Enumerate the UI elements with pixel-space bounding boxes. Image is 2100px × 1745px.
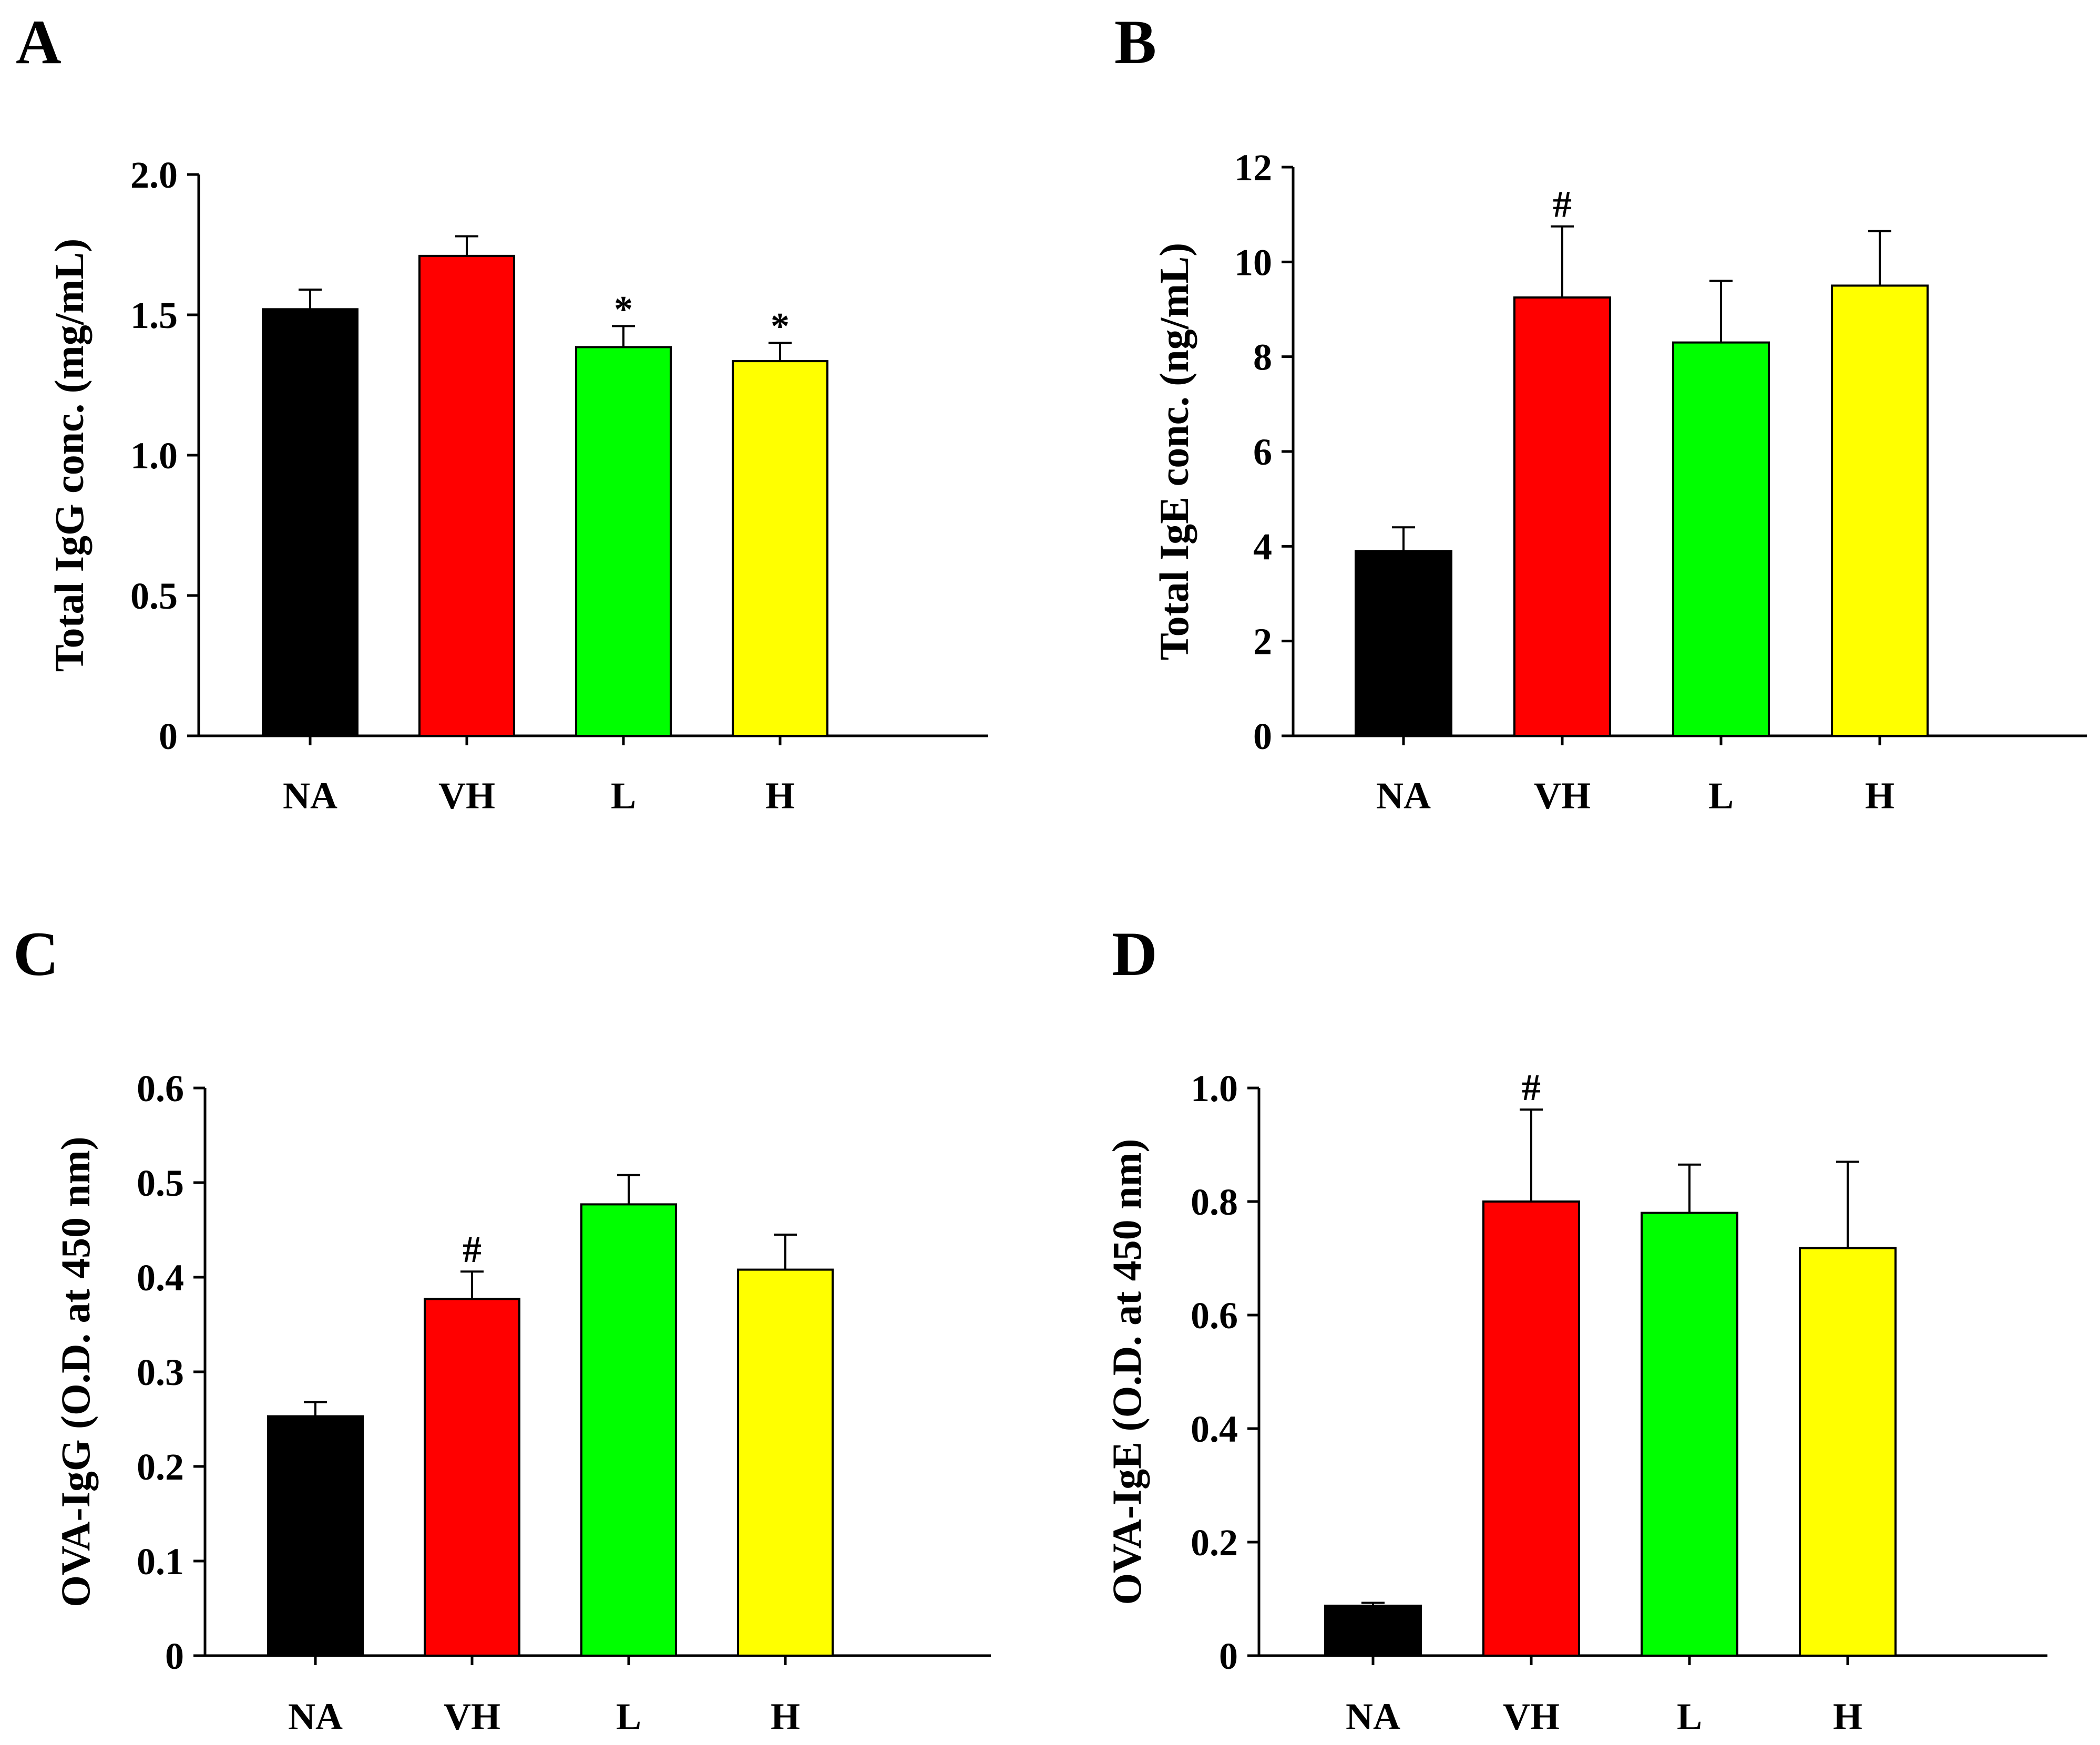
panel-c-y-tick-label: 0.3	[137, 1351, 184, 1393]
panel-d-bar-h	[1799, 1247, 1897, 1657]
panel-d: D OVA-IgE (O.D. at 450 nm) 0 0.2 0.4 0.6 0.8…	[1104, 919, 2047, 1738]
panel-a-category-label: H	[765, 775, 795, 817]
panel-b-y-tick-label: 6	[1253, 431, 1272, 473]
panel-b-y-axis-label: Total IgE conc. (ng/mL)	[1151, 243, 1197, 661]
panel-d-category-label: L	[1677, 1696, 1702, 1738]
panel-d-category-label: H	[1833, 1696, 1862, 1738]
panel-c-category-label: NA	[288, 1696, 343, 1738]
panel-b-bar-h	[1831, 284, 1929, 737]
panel-d-y-tick-label: 0.2	[1191, 1522, 1238, 1564]
panel-d-y-tick-label: 0.6	[1191, 1295, 1238, 1337]
panel-c-bar-h	[737, 1268, 834, 1657]
panel-b-bar-na	[1355, 550, 1452, 737]
panel-a-y-tick-label: 0	[159, 715, 178, 757]
panel-b-category-label: H	[1865, 775, 1894, 817]
panel-c-y-tick-label: 0	[165, 1635, 184, 1677]
panel-a-bar-l	[575, 346, 672, 737]
panel-c-category-label: VH	[444, 1696, 500, 1738]
panel-c-significance-mark: #	[463, 1228, 482, 1270]
panel-b-bar-l	[1672, 341, 1770, 737]
panel-c-letter: C	[13, 919, 59, 989]
panel-d-significance-mark: #	[1522, 1066, 1541, 1108]
panel-a-significance-mark: *	[771, 305, 790, 347]
panel-d-y-axis-label: OVA-IgE (O.D. at 450 nm)	[1104, 1139, 1150, 1605]
panel-b-y-tick-label: 8	[1253, 336, 1272, 378]
panel-a-significance-mark: *	[614, 288, 633, 330]
panel-c-bar-na	[267, 1415, 364, 1657]
panel-a-y-tick-label: 1.5	[130, 294, 178, 336]
panel-d-y-tick-label: 0.4	[1191, 1408, 1238, 1450]
panel-a-y-tick-label: 2.0	[130, 154, 178, 196]
panel-c-y-tick-label: 0.1	[137, 1541, 184, 1583]
panel-d-bar-l	[1641, 1212, 1738, 1657]
panel-a-letter: A	[16, 7, 62, 77]
panel-b-category-label: VH	[1534, 775, 1591, 817]
panel-d-y-tick-label: 1.0	[1191, 1067, 1238, 1110]
panel-a-bar-na	[262, 308, 358, 737]
panel-c-y-tick-label: 0.4	[137, 1257, 184, 1299]
panel-b-letter: B	[1114, 7, 1156, 77]
panel-b-y-tick-label: 10	[1234, 241, 1272, 283]
panel-b-y-tick-label: 0	[1253, 715, 1272, 757]
panel-b-category-label: L	[1708, 775, 1734, 817]
panel-c-category-label: H	[771, 1696, 800, 1738]
panel-b-bar-vh	[1513, 296, 1611, 737]
panel-b-significance-mark: #	[1553, 183, 1572, 225]
panel-b-category-label: NA	[1376, 775, 1431, 817]
panel-c-y-tick-label: 0.6	[137, 1067, 184, 1110]
panel-d-category-label: NA	[1346, 1696, 1400, 1738]
panel-d-letter: D	[1112, 919, 1157, 989]
panel-b: B Total IgE conc. (ng/mL) 0 2 4 6 8 10 12 NA # VH…	[1114, 7, 2087, 817]
panel-c-y-tick-label: 0.2	[137, 1446, 184, 1488]
panel-c-y-tick-label: 0.5	[137, 1162, 184, 1204]
panel-c-category-label: L	[616, 1696, 641, 1738]
panel-a-y-tick-label: 1.0	[130, 435, 178, 477]
panel-c-bar-l	[580, 1203, 677, 1657]
panel-c: C OVA-IgG (O.D. at 450 nm) 0 0.1 0.2 0.3 0.4…	[13, 919, 991, 1738]
panel-d-bar-vh	[1482, 1200, 1580, 1657]
panel-c-bar-vh	[424, 1298, 520, 1657]
panel-b-y-tick-label: 2	[1253, 621, 1272, 663]
panel-b-y-tick-label: 4	[1253, 526, 1272, 568]
panel-c-y-axis-label: OVA-IgG (O.D. at 450 nm)	[53, 1136, 98, 1607]
panel-a-category-label: L	[611, 775, 636, 817]
panel-a-bar-h	[732, 360, 828, 737]
panel-b-y-tick-label: 12	[1234, 147, 1272, 189]
panel-d-y-tick-label: 0	[1219, 1635, 1238, 1677]
panel-a-y-tick-label: 0.5	[130, 575, 178, 617]
panel-a-category-label: NA	[283, 775, 337, 817]
panel-d-category-label: VH	[1503, 1696, 1560, 1738]
panel-a: A Total IgG conc. (mg/mL) 0 0.5 1.0 1.5 2.0 N…	[16, 7, 988, 817]
panel-a-bar-vh	[418, 254, 515, 737]
panel-d-y-tick-label: 0.8	[1191, 1181, 1238, 1223]
panel-a-y-axis-label: Total IgG conc. (mg/mL)	[46, 239, 92, 672]
panel-a-category-label: VH	[438, 775, 495, 817]
panel-d-bar-na	[1324, 1604, 1422, 1657]
